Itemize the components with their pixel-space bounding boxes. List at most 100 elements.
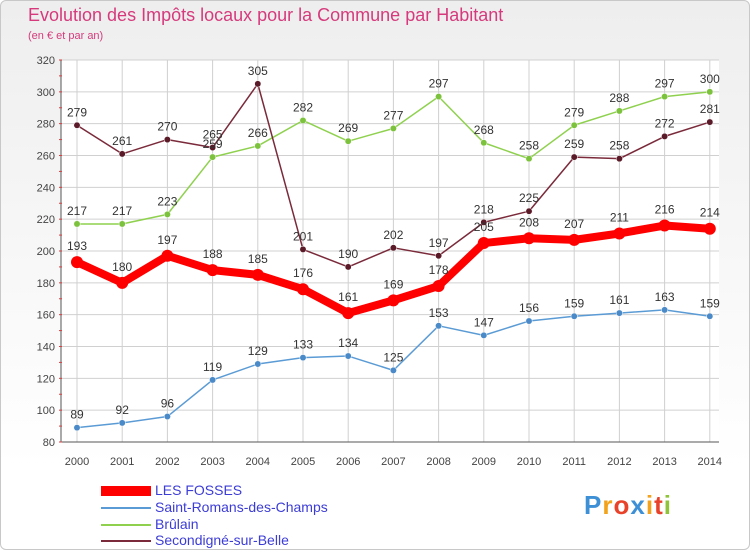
data-label-brulain: 288	[609, 91, 629, 105]
data-point-les-fosses	[568, 233, 581, 246]
data-point-les-fosses	[613, 227, 626, 240]
data-point-brulain	[615, 107, 623, 115]
x-tick-label: 2001	[110, 456, 134, 468]
data-label-saint-romans: 92	[116, 403, 130, 417]
data-point-secondigne	[435, 252, 443, 260]
data-point-saint-romans	[615, 309, 623, 317]
data-label-saint-romans: 159	[700, 296, 720, 310]
data-label-saint-romans: 89	[70, 408, 84, 422]
logo-letter: P	[584, 490, 603, 520]
data-point-les-fosses	[71, 256, 83, 269]
data-point-secondigne	[344, 263, 352, 271]
data-point-les-fosses	[251, 268, 264, 281]
data-label-les-fosses: 180	[112, 260, 132, 274]
x-tick-label: 2005	[291, 456, 315, 468]
data-label-saint-romans: 129	[248, 344, 268, 358]
y-tick-label: 220	[37, 214, 55, 226]
data-label-les-fosses: 211	[610, 210, 629, 224]
data-point-saint-romans	[344, 352, 352, 360]
legend-swatch-brulain	[101, 524, 151, 526]
data-label-brulain: 277	[383, 108, 403, 122]
legend-label-secondigne: Secondigné-sur-Belle	[155, 532, 289, 548]
data-label-les-fosses: 208	[519, 215, 539, 229]
data-point-saint-romans	[163, 413, 171, 420]
data-point-les-fosses	[703, 222, 716, 235]
chart-title: Evolution des Impôts locaux pour la Comm…	[28, 5, 504, 25]
data-point-secondigne	[299, 245, 307, 253]
data-label-brulain: 259	[203, 137, 223, 151]
data-label-saint-romans: 125	[383, 350, 403, 364]
data-label-saint-romans: 156	[519, 301, 539, 315]
data-point-les-fosses	[477, 237, 490, 250]
data-point-les-fosses	[116, 276, 129, 289]
x-tick-label: 2007	[381, 456, 405, 468]
data-point-les-fosses	[297, 283, 309, 296]
data-label-saint-romans: 159	[564, 296, 584, 310]
data-label-brulain: 297	[429, 77, 449, 91]
data-point-brulain	[706, 88, 714, 96]
y-tick-label: 180	[37, 278, 55, 290]
data-label-secondigne: 265	[203, 128, 223, 142]
data-label-les-fosses: 193	[67, 239, 87, 253]
data-point-brulain	[661, 93, 669, 101]
y-tick-label: 140	[37, 342, 55, 354]
data-label-secondigne: 190	[338, 247, 358, 261]
y-tick-label: 160	[37, 310, 55, 322]
data-point-brulain	[73, 220, 81, 228]
data-point-brulain	[254, 142, 262, 150]
data-point-secondigne	[118, 150, 126, 158]
data-label-secondigne: 218	[474, 202, 494, 216]
data-point-secondigne	[706, 118, 714, 126]
data-label-les-fosses: 205	[474, 220, 494, 234]
data-point-brulain	[163, 210, 171, 218]
data-point-brulain	[344, 137, 352, 145]
data-point-saint-romans	[661, 306, 669, 314]
data-point-secondigne	[615, 155, 623, 163]
data-point-secondigne	[570, 153, 578, 161]
y-tick-label: 120	[37, 373, 55, 385]
data-point-brulain	[525, 155, 533, 163]
data-point-secondigne	[254, 80, 262, 88]
logo-letter: i	[663, 490, 672, 520]
logo-letter: i	[645, 490, 655, 520]
data-label-les-fosses: 188	[203, 247, 223, 261]
data-label-brulain: 217	[112, 204, 132, 218]
data-point-secondigne	[73, 121, 81, 129]
data-point-saint-romans	[570, 312, 578, 320]
data-point-saint-romans	[706, 312, 714, 320]
data-point-les-fosses	[658, 219, 671, 232]
y-tick-label: 200	[37, 246, 55, 258]
data-label-secondigne: 225	[519, 191, 539, 205]
data-label-secondigne: 272	[655, 116, 675, 130]
data-point-les-fosses	[206, 264, 219, 277]
data-label-saint-romans: 134	[338, 336, 358, 350]
data-label-secondigne: 258	[609, 139, 629, 153]
y-tick-label: 320	[37, 55, 55, 67]
data-point-saint-romans	[209, 376, 217, 384]
logo-letter: r	[602, 490, 614, 520]
y-tick-label: 240	[37, 182, 55, 194]
x-tick-label: 2012	[607, 456, 631, 468]
data-label-saint-romans: 161	[609, 293, 629, 307]
data-label-brulain: 217	[67, 204, 87, 218]
y-tick-label: 280	[37, 119, 55, 131]
data-point-brulain	[389, 124, 397, 132]
legend-swatch-les-fosses	[101, 486, 151, 496]
legend-swatch-secondigne	[101, 540, 151, 542]
data-point-brulain	[118, 220, 126, 228]
data-point-brulain	[480, 139, 488, 147]
data-point-saint-romans	[299, 354, 307, 362]
data-label-les-fosses: 178	[429, 263, 449, 277]
data-label-les-fosses: 197	[157, 233, 177, 247]
data-label-saint-romans: 153	[429, 306, 449, 320]
x-tick-label: 2002	[155, 456, 179, 468]
y-tick-label: 260	[37, 151, 55, 163]
data-label-secondigne: 305	[248, 64, 268, 78]
data-label-saint-romans: 147	[474, 315, 494, 329]
data-label-saint-romans: 163	[655, 290, 675, 304]
data-label-secondigne: 259	[564, 137, 584, 151]
data-label-brulain: 282	[293, 100, 313, 114]
data-point-secondigne	[480, 218, 488, 226]
